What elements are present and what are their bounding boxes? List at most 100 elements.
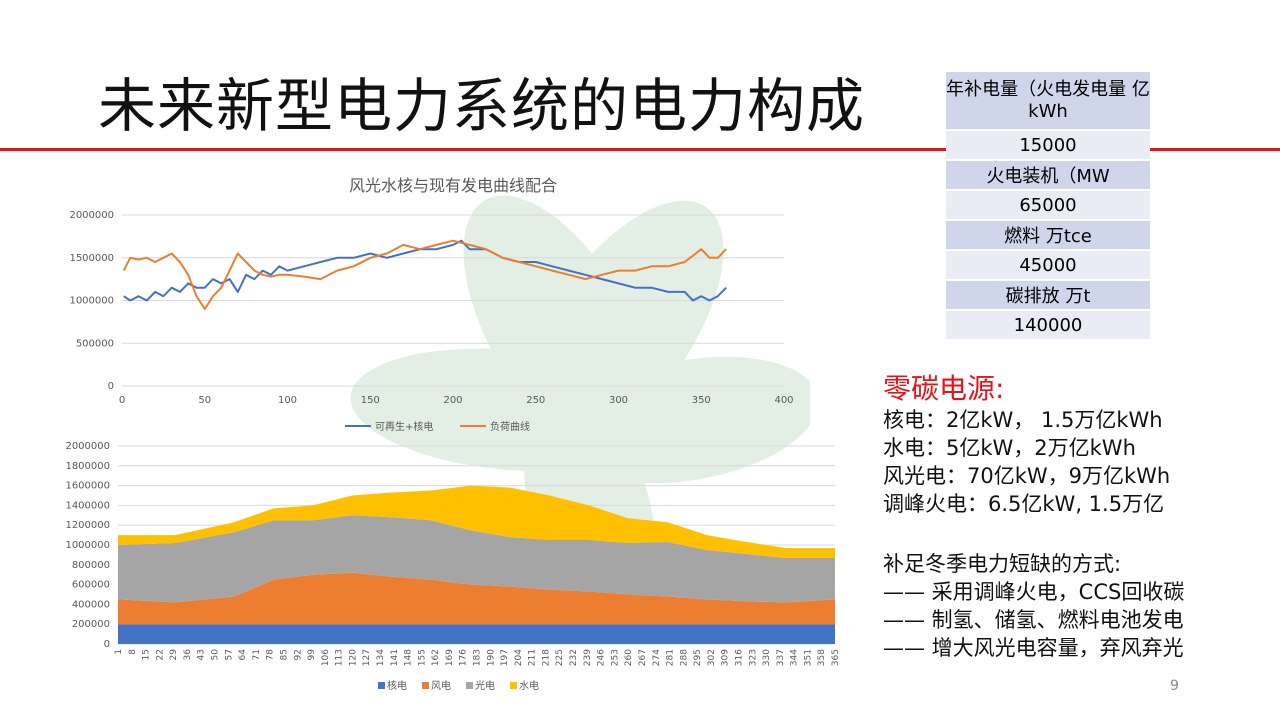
chart2-x-tick-label: 337 (776, 649, 786, 666)
chart2-area-series (118, 624, 835, 644)
page-number: 9 (1170, 678, 1179, 694)
chart1-x-tick-label: 350 (692, 395, 711, 406)
title-divider (0, 148, 1280, 151)
chart1-series-line (123, 239, 727, 302)
chart2-x-tick-label: 78 (266, 649, 276, 661)
chart2-x-tick-label: 211 (528, 649, 538, 666)
chart2-x-tick-label: 134 (376, 649, 386, 666)
chart1-x-tick-label: 100 (278, 395, 297, 406)
chart2-x-tick-label: 197 (500, 649, 510, 666)
chart2-x-tick-label: 274 (652, 649, 662, 666)
chart2-x-tick-label: 36 (183, 649, 193, 661)
chart2-y-tick-label: 1200000 (65, 520, 110, 531)
chart1-x-tick-label: 150 (361, 395, 380, 406)
table-label-carbon: 碳排放 万t (946, 280, 1150, 311)
chart2-area-series (118, 572, 835, 625)
chart2-legend-label: 核电 (387, 679, 407, 692)
chart2-legend-label: 水电 (519, 679, 539, 692)
chart2-x-tick-label: 309 (721, 649, 731, 666)
chart2-x-tick-label: 253 (610, 649, 620, 666)
chart2-y-tick-label: 200000 (72, 619, 110, 630)
chart2-legend-swatch (466, 682, 473, 689)
chart2-legend-swatch (378, 682, 385, 689)
chart2-x-tick-label: 50 (211, 649, 221, 661)
chart2-x-tick-label: 64 (238, 649, 248, 661)
chart1-x-tick-label: 400 (774, 395, 793, 406)
chart2-x-tick-label: 169 (445, 649, 455, 666)
chart2-x-tick-label: 281 (666, 649, 676, 666)
chart1-x-tick-label: 200 (443, 395, 462, 406)
chart2-x-tick-label: 71 (252, 649, 262, 660)
chart2-y-tick-label: 1600000 (65, 481, 110, 492)
table-value-annual-supplement: 15000 (946, 130, 1150, 161)
chart2-y-tick-label: 0 (104, 639, 110, 650)
chart2-y-tick-label: 1400000 (65, 500, 110, 511)
chart2-x-tick-label: 1 (114, 649, 124, 655)
table-value-thermal-capacity: 65000 (946, 190, 1150, 221)
chart1-series-line (122, 239, 727, 310)
chart2-y-tick-label: 2000000 (65, 441, 110, 452)
chart2-x-tick-label: 113 (335, 649, 345, 666)
chart2-x-tick-label: 29 (169, 649, 179, 661)
chart2-x-tick-label: 204 (514, 649, 524, 666)
chart2-y-tick-label: 1000000 (65, 540, 110, 551)
chart2-x-tick-label: 225 (555, 649, 565, 666)
chart1-title: 风光水核与现有发电曲线配合 (348, 176, 557, 195)
chart2-legend-swatch (510, 682, 517, 689)
chart2-y-tick-label: 800000 (72, 560, 110, 571)
chart2-legend-swatch (422, 682, 429, 689)
chart2-x-tick-label: 218 (541, 649, 551, 666)
winter-line-1: —— 采用调峰火电，CCS回收碳 (883, 580, 1185, 604)
chart2-x-tick-label: 99 (307, 649, 317, 661)
chart2-x-tick-label: 92 (293, 649, 303, 660)
chart1-x-tick-label: 300 (609, 395, 628, 406)
chart2-x-tick-label: 120 (348, 649, 358, 666)
chart1-x-tick-label: 250 (526, 395, 545, 406)
chart2-x-tick-label: 22 (155, 649, 165, 660)
line-chart: 0 500000 1000000 1500000 2000000 0 50 100 150 200… (69, 210, 793, 433)
chart2-x-tick-label: 358 (817, 649, 827, 666)
chart2-legend-label: 光电 (475, 679, 495, 692)
chart2-x-tick-label: 106 (321, 649, 331, 666)
chart2-x-tick-label: 295 (693, 649, 703, 666)
chart2-x-tick-label: 260 (624, 649, 634, 666)
zero-carbon-line-nuclear: 核电：2亿kW， 1.5万亿kWh (883, 408, 1163, 432)
chart2-x-tick-label: 267 (638, 649, 648, 666)
chart2-x-tick-label: 141 (390, 649, 400, 666)
chart1-x-tick-label: 50 (198, 395, 211, 406)
chart2-y-tick-label: 1800000 (65, 461, 110, 472)
winter-line-3: —— 增大风光电容量，弃风弃光 (883, 636, 1184, 660)
zero-carbon-line-hydro: 水电：5亿kW，2万亿kWh (883, 436, 1136, 460)
chart1-legend-label: 负荷曲线 (490, 420, 530, 433)
chart2-x-tick-label: 148 (404, 649, 414, 666)
winter-line-2: —— 制氢、储氢、燃料电池发电 (883, 608, 1184, 632)
chart1-y-tick-label: 1500000 (69, 253, 114, 264)
table-value-fuel: 45000 (946, 250, 1150, 281)
chart2-y-tick-label: 400000 (72, 599, 110, 610)
chart2-x-tick-label: 57 (224, 649, 234, 660)
chart2-y-tick-label: 600000 (72, 580, 110, 591)
chart2-x-tick-label: 85 (279, 649, 289, 660)
stacked-area-chart: 0 200000 400000 600000 800000 1000000 1200000 1… (65, 441, 841, 692)
chart1-y-tick-label: 1000000 (69, 296, 114, 307)
table-label-fuel: 燃料 万tce (946, 220, 1150, 251)
chart2-x-tick-label: 302 (707, 649, 717, 666)
table-label-annual-supplement: 年补电量（火电发电量 亿kWh (946, 72, 1150, 131)
chart2-x-tick-label: 43 (197, 649, 207, 660)
chart1-y-tick-label: 0 (108, 381, 114, 392)
chart2-x-tick-label: 162 (431, 649, 441, 666)
chart2-x-tick-label: 344 (790, 649, 800, 666)
chart1-y-tick-label: 500000 (76, 338, 114, 349)
chart2-x-tick-label: 183 (473, 649, 483, 666)
chart2-legend-label: 风电 (431, 679, 451, 692)
zero-carbon-line-peaking: 调峰火电：6.5亿kW, 1.5万亿 (883, 492, 1165, 516)
chart2-x-tick-label: 127 (362, 649, 372, 666)
chart2-x-tick-label: 316 (734, 649, 744, 666)
chart2-x-tick-label: 176 (459, 649, 469, 666)
chart2-x-tick-label: 15 (142, 649, 152, 660)
chart2-x-tick-label: 246 (597, 649, 607, 666)
thermal-power-table: 年补电量（火电发电量 亿kWh 15000 火电装机（MW 65000 燃料 万… (946, 72, 1150, 341)
slide-title: 未来新型电力系统的电力构成 (98, 72, 866, 140)
chart2-x-tick-label: 232 (569, 649, 579, 666)
